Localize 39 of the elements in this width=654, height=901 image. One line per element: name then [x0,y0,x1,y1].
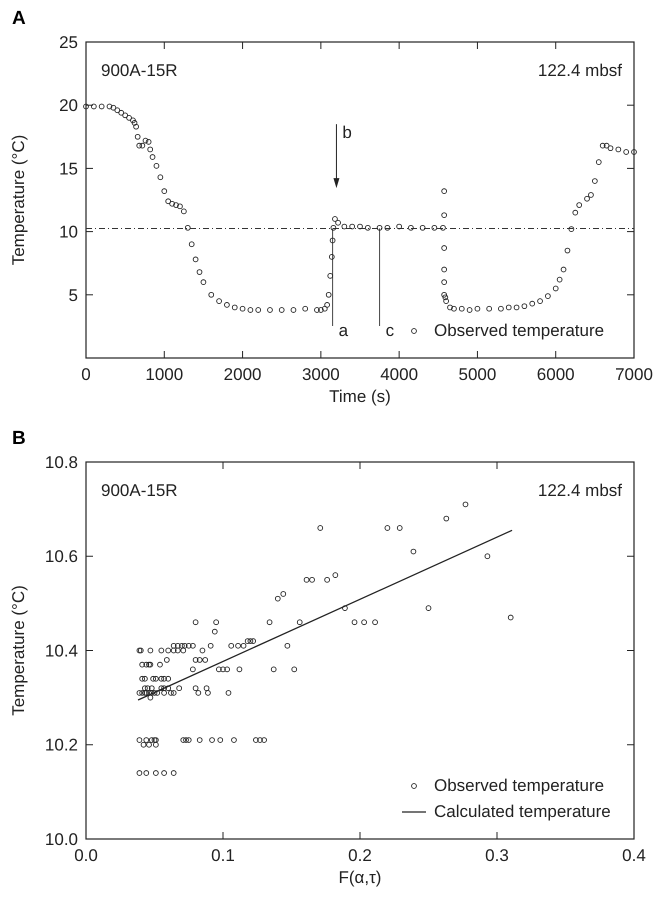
x-tick-label: 0 [81,365,91,384]
chart-title: B [12,428,26,449]
annotation: 900A-15R [101,481,178,500]
legend-label: Observed temperature [434,321,604,340]
y-tick-label: 10.0 [44,830,78,849]
annotation: b [342,123,352,142]
y-tick-label: 10.8 [44,452,78,472]
legend-label: Observed temperature [434,776,604,795]
annotation: 122.4 mbsf [538,481,622,500]
y-axis-title: Temperature (°C) [9,134,28,266]
y-tick-label: 10.4 [44,641,78,660]
y-tick-label: 10.6 [44,547,78,566]
x-tick-label: 3000 [302,365,340,384]
annotation: 122.4 mbsf [538,61,622,80]
legend-label: Calculated temperature [434,802,611,821]
ref-line-label: c [386,321,395,340]
x-tick-label: 0.3 [485,846,509,865]
chart-title: A [12,8,26,29]
x-tick-label: 7000 [615,365,653,384]
y-tick-label: 20 [59,96,78,116]
ref-line-label: a [338,321,349,340]
x-tick-label: 6000 [536,365,575,384]
annotation: 900A-15R [101,61,178,80]
y-tick-label: 15 [59,159,78,178]
x-tick-label: 2000 [224,365,262,384]
x-tick-label: 4000 [380,365,418,384]
x-tick-label: 0.0 [74,846,98,865]
x-tick-label: 1000 [145,365,184,384]
x-tick-label: 0.4 [622,846,646,865]
y-tick-label: 5 [68,286,78,305]
y-axis-title: Temperature (°C) [9,585,28,716]
x-tick-label: 0.1 [211,846,235,865]
y-tick-label: 10.2 [44,736,78,755]
x-axis-title: Time (s) [329,387,391,406]
y-tick-label: 10 [59,222,78,242]
x-axis-title: F(α,τ) [338,868,382,887]
x-tick-label: 5000 [458,365,496,384]
y-tick-label: 25 [59,32,78,52]
x-tick-label: 0.2 [348,846,372,865]
